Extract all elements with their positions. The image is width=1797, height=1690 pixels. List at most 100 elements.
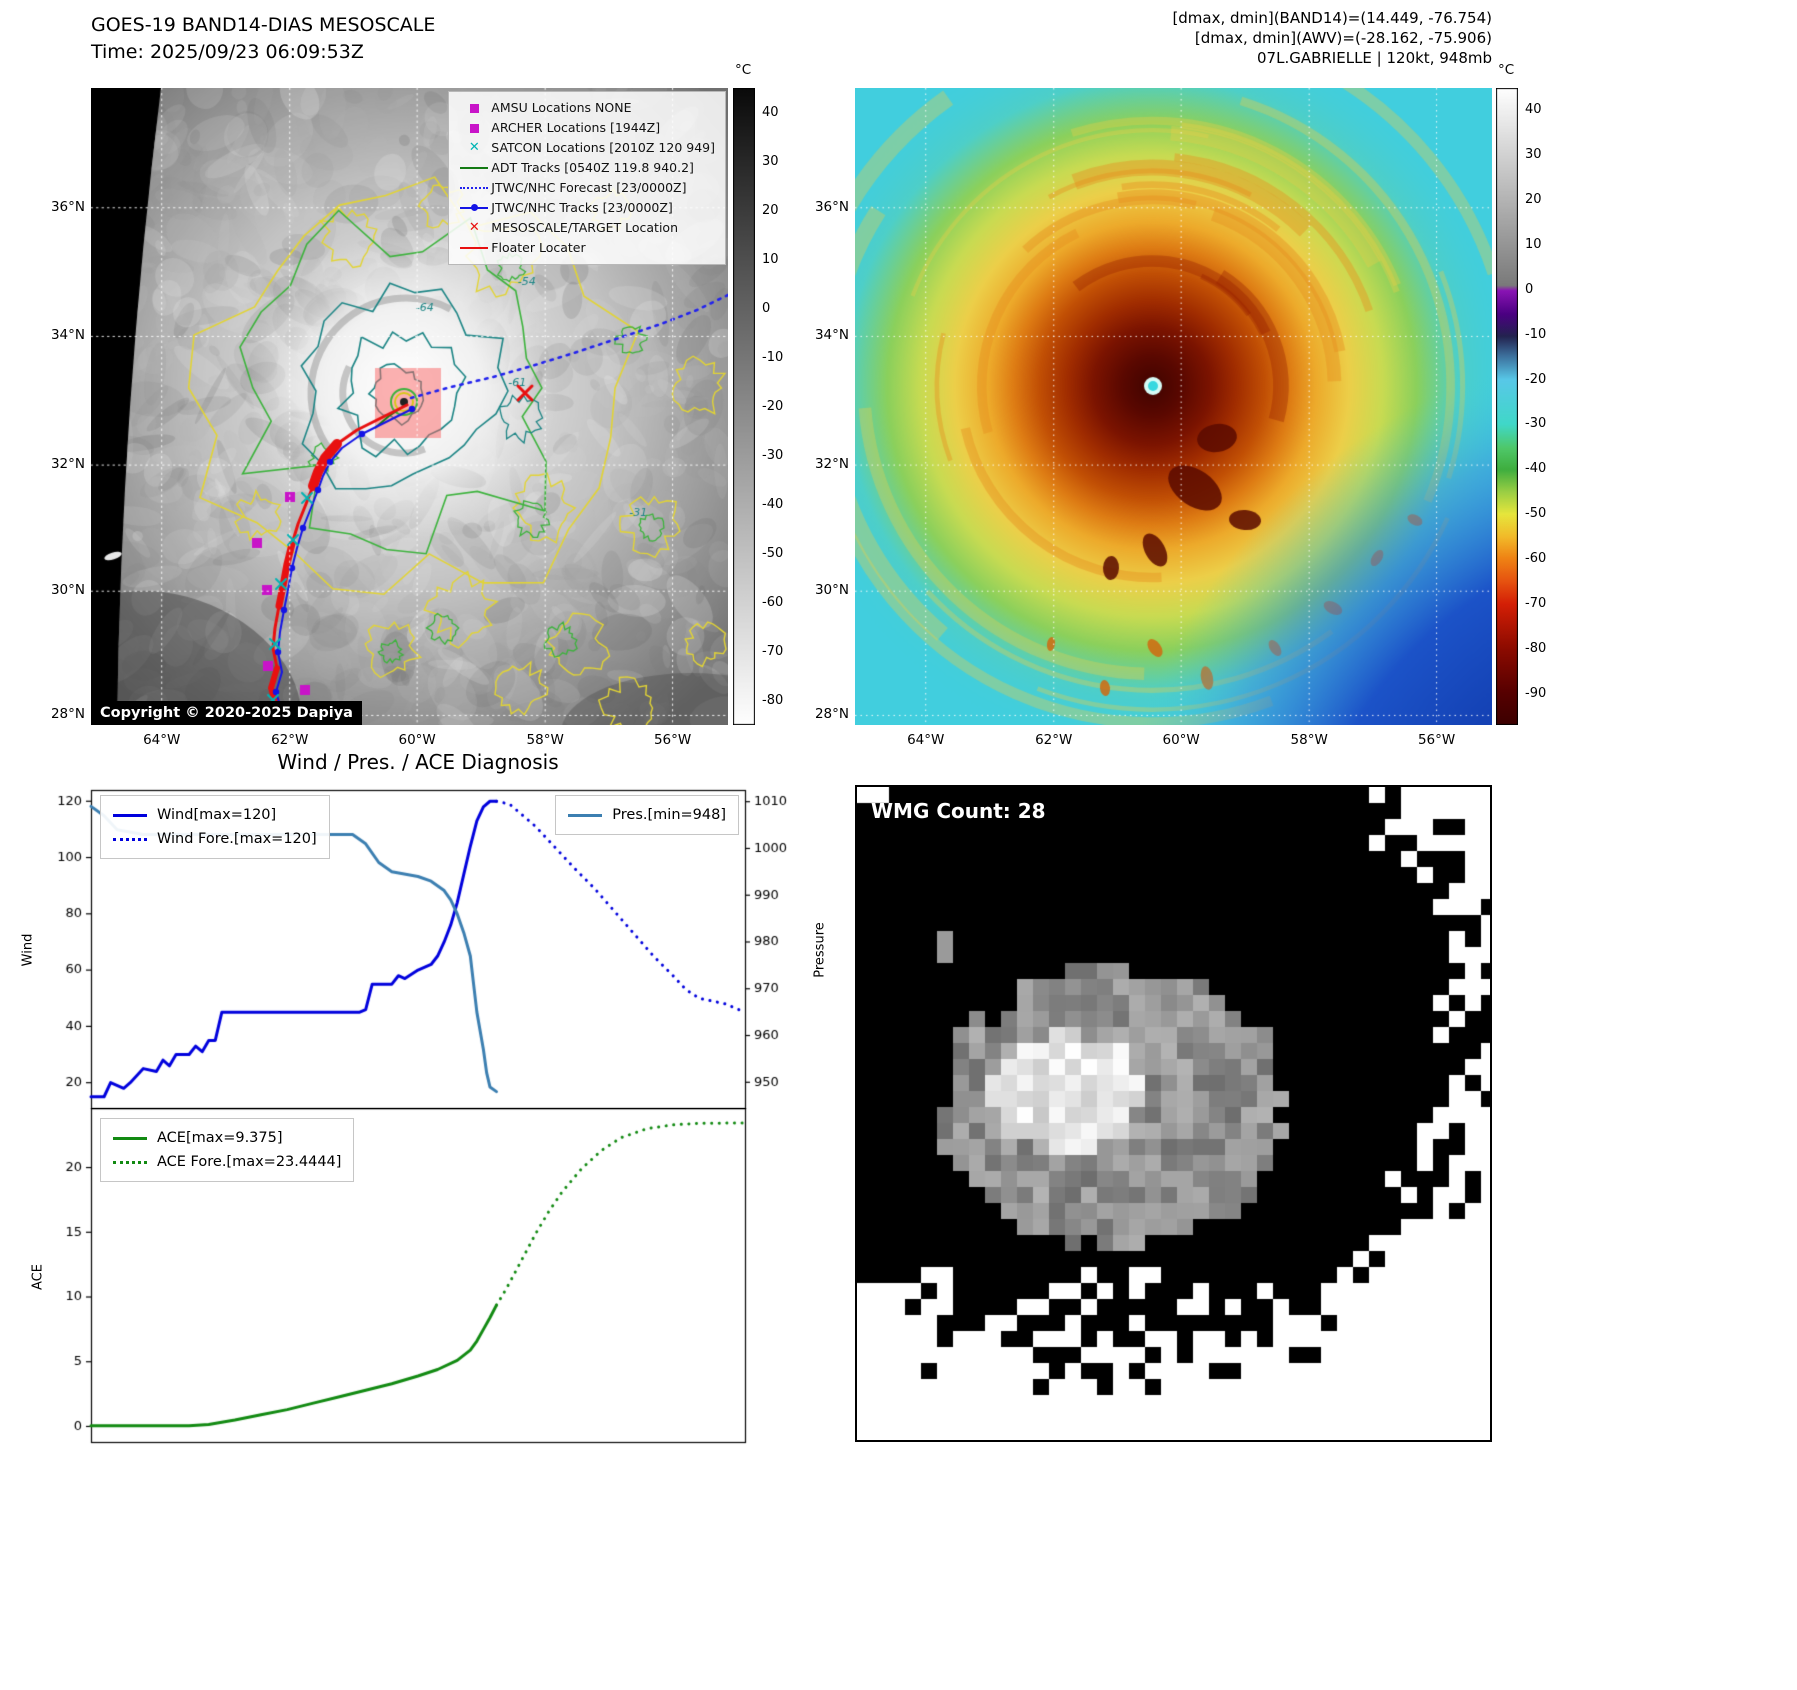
line-marker-icon bbox=[457, 241, 491, 255]
lon-tick-label: 58°W bbox=[1290, 732, 1328, 748]
legend-item: ADT Tracks [0540Z 119.8 940.2] bbox=[457, 158, 715, 178]
legend-label: ACE[max=9.375] bbox=[157, 1130, 283, 1146]
legend-item: JTWC/NHC Forecast [23/0000Z] bbox=[457, 178, 715, 198]
colorbar-tick-label: -70 bbox=[1525, 595, 1547, 611]
band14-title-block: GOES-19 BAND14-DIAS MESOSCALE Time: 2025… bbox=[91, 12, 435, 66]
ace-legend: ACE[max=9.375] ACE Fore.[max=23.4444] bbox=[100, 1118, 355, 1182]
line-swatch-icon bbox=[568, 813, 603, 817]
colorbar-tick-label: -30 bbox=[762, 447, 784, 463]
lon-tick-label: 58°W bbox=[526, 732, 564, 748]
legend-item: AMSU Locations NONE bbox=[457, 98, 715, 118]
copyright-badge: Copyright © 2020-2025 Dapiya bbox=[91, 701, 362, 725]
colorbar-tick-label: -80 bbox=[1525, 640, 1547, 656]
colorbar-tick-label: -70 bbox=[762, 643, 784, 659]
lat-tick-label: 36°N bbox=[50, 198, 85, 215]
line-marker-icon bbox=[457, 161, 491, 175]
lon-tick-label: 64°W bbox=[907, 732, 945, 748]
awv-colorbar-gradient bbox=[1496, 88, 1518, 725]
awv-map-panel: 36°N 34°N 32°N 30°N 28°N 64°W 62°W 60°W 58°W 56°W bbox=[815, 88, 1492, 748]
line-dot-marker-icon bbox=[457, 201, 491, 215]
legend-item: ACE[max=9.375] bbox=[113, 1126, 341, 1150]
colorbar-tick-label: 30 bbox=[1525, 147, 1542, 163]
dotted-line-swatch-icon bbox=[113, 1160, 147, 1164]
colorbar-tick-label: -40 bbox=[762, 496, 784, 512]
ace-axis-label: ACE bbox=[30, 1264, 46, 1290]
band14-colorbar-unit: °C bbox=[735, 62, 752, 78]
dotted-line-swatch-icon bbox=[113, 837, 147, 841]
legend-label: JTWC/NHC Tracks [23/0000Z] bbox=[491, 200, 673, 215]
colorbar-tick-label: -40 bbox=[1525, 461, 1547, 477]
wmg-panel: WMG Count: 28 bbox=[855, 785, 1492, 1442]
band14-time: Time: 2025/09/23 06:09:53Z bbox=[91, 41, 364, 63]
colorbar-tick-label: -50 bbox=[762, 545, 784, 561]
lat-tick-label: 30°N bbox=[50, 582, 85, 599]
legend-label: AMSU Locations NONE bbox=[491, 100, 632, 115]
colorbar-tick-label: 0 bbox=[762, 300, 771, 316]
colorbar-tick-label: -30 bbox=[1525, 416, 1547, 432]
awv-header-block: [dmax, dmin](BAND14)=(14.449, -76.754) [… bbox=[1050, 8, 1492, 68]
x-marker-icon: ✕ bbox=[468, 140, 480, 155]
colorbar-tick-label: -80 bbox=[762, 692, 784, 708]
colorbar-tick-label: -20 bbox=[1525, 371, 1547, 387]
colorbar-tick-label: -60 bbox=[762, 594, 784, 610]
colorbar-tick-label: -50 bbox=[1525, 506, 1547, 522]
lon-tick-label: 62°W bbox=[271, 732, 309, 748]
awv-satellite-image bbox=[855, 88, 1492, 725]
awv-header-line3: 07L.GABRIELLE | 120kt, 948mb bbox=[1257, 49, 1492, 67]
band14-legend: AMSU Locations NONE ARCHER Locations [194… bbox=[448, 91, 726, 265]
legend-item: Floater Locater bbox=[457, 238, 715, 258]
awv-colorbar: °C 40 30 20 10 0 -10 -20 -30 -40 -50 -60 -70 -80 -90 bbox=[1496, 62, 1566, 725]
line-swatch-icon bbox=[113, 1136, 147, 1140]
legend-item: ✕ SATCON Locations [2010Z 120 949] bbox=[457, 138, 715, 158]
lon-tick-label: 60°W bbox=[398, 732, 436, 748]
legend-item: Wind Fore.[max=120] bbox=[113, 827, 317, 851]
lon-tick-label: 64°W bbox=[143, 732, 181, 748]
colorbar-tick-label: 20 bbox=[762, 202, 779, 218]
lon-tick-label: 62°W bbox=[1035, 732, 1073, 748]
legend-label: MESOSCALE/TARGET Location bbox=[491, 220, 679, 235]
lon-tick-label: 60°W bbox=[1162, 732, 1200, 748]
colorbar-tick-label: 30 bbox=[762, 153, 779, 169]
legend-label: JTWC/NHC Forecast [23/0000Z] bbox=[491, 180, 687, 195]
legend-label: ACE Fore.[max=23.4444] bbox=[157, 1154, 342, 1170]
legend-label: ARCHER Locations [1944Z] bbox=[491, 120, 661, 135]
diagnosis-title: Wind / Pres. / ACE Diagnosis bbox=[277, 750, 559, 774]
band14-map-panel: AMSU Locations NONE ARCHER Locations [194… bbox=[51, 88, 728, 748]
band14-colorbar: °C 40 30 20 10 0 -10 -20 -30 -40 -50 -60 -70 -80 bbox=[733, 62, 803, 725]
x-marker-icon: ✕ bbox=[468, 220, 480, 235]
colorbar-tick-label: -60 bbox=[1525, 551, 1547, 567]
legend-label: Floater Locater bbox=[491, 240, 586, 255]
colorbar-tick-label: -10 bbox=[1525, 326, 1547, 342]
legend-label: SATCON Locations [2010Z 120 949] bbox=[491, 140, 715, 155]
legend-item: ✕ MESOSCALE/TARGET Location bbox=[457, 218, 715, 238]
dotted-marker-icon bbox=[457, 181, 491, 195]
legend-label: ADT Tracks [0540Z 119.8 940.2] bbox=[491, 160, 694, 175]
lat-tick-label: 28°N bbox=[814, 706, 849, 723]
awv-header-line2: [dmax, dmin](AWV)=(-28.162, -75.906) bbox=[1194, 29, 1492, 47]
square-marker-icon bbox=[457, 121, 491, 135]
colorbar-tick-label: 0 bbox=[1525, 281, 1534, 297]
lat-tick-label: 36°N bbox=[814, 198, 849, 215]
lat-tick-label: 34°N bbox=[50, 327, 85, 344]
legend-item: ACE Fore.[max=23.4444] bbox=[113, 1150, 341, 1174]
wmg-pixel-image bbox=[857, 787, 1490, 1440]
legend-item: Wind[max=120] bbox=[113, 803, 317, 827]
legend-label: Pres.[min=948] bbox=[612, 807, 726, 823]
legend-item: JTWC/NHC Tracks [23/0000Z] bbox=[457, 198, 715, 218]
pressure-axis-label: Pressure bbox=[812, 922, 828, 978]
lat-tick-label: 32°N bbox=[50, 456, 85, 473]
awv-header-line1: [dmax, dmin](BAND14)=(14.449, -76.754) bbox=[1172, 9, 1492, 27]
lat-tick-label: 32°N bbox=[814, 456, 849, 473]
line-swatch-icon bbox=[113, 813, 147, 817]
colorbar-tick-label: -10 bbox=[762, 349, 784, 365]
colorbar-tick-label: 20 bbox=[1525, 192, 1542, 208]
lat-tick-label: 28°N bbox=[50, 706, 85, 723]
legend-label: Wind[max=120] bbox=[157, 807, 277, 823]
wmg-count-label: WMG Count: 28 bbox=[871, 799, 1046, 823]
lat-tick-label: 34°N bbox=[814, 327, 849, 344]
legend-item: ARCHER Locations [1944Z] bbox=[457, 118, 715, 138]
colorbar-tick-label: -20 bbox=[762, 398, 784, 414]
legend-item: Pres.[min=948] bbox=[568, 803, 726, 827]
lon-tick-label: 56°W bbox=[1417, 732, 1456, 748]
wind-axis-label: Wind bbox=[20, 933, 36, 967]
